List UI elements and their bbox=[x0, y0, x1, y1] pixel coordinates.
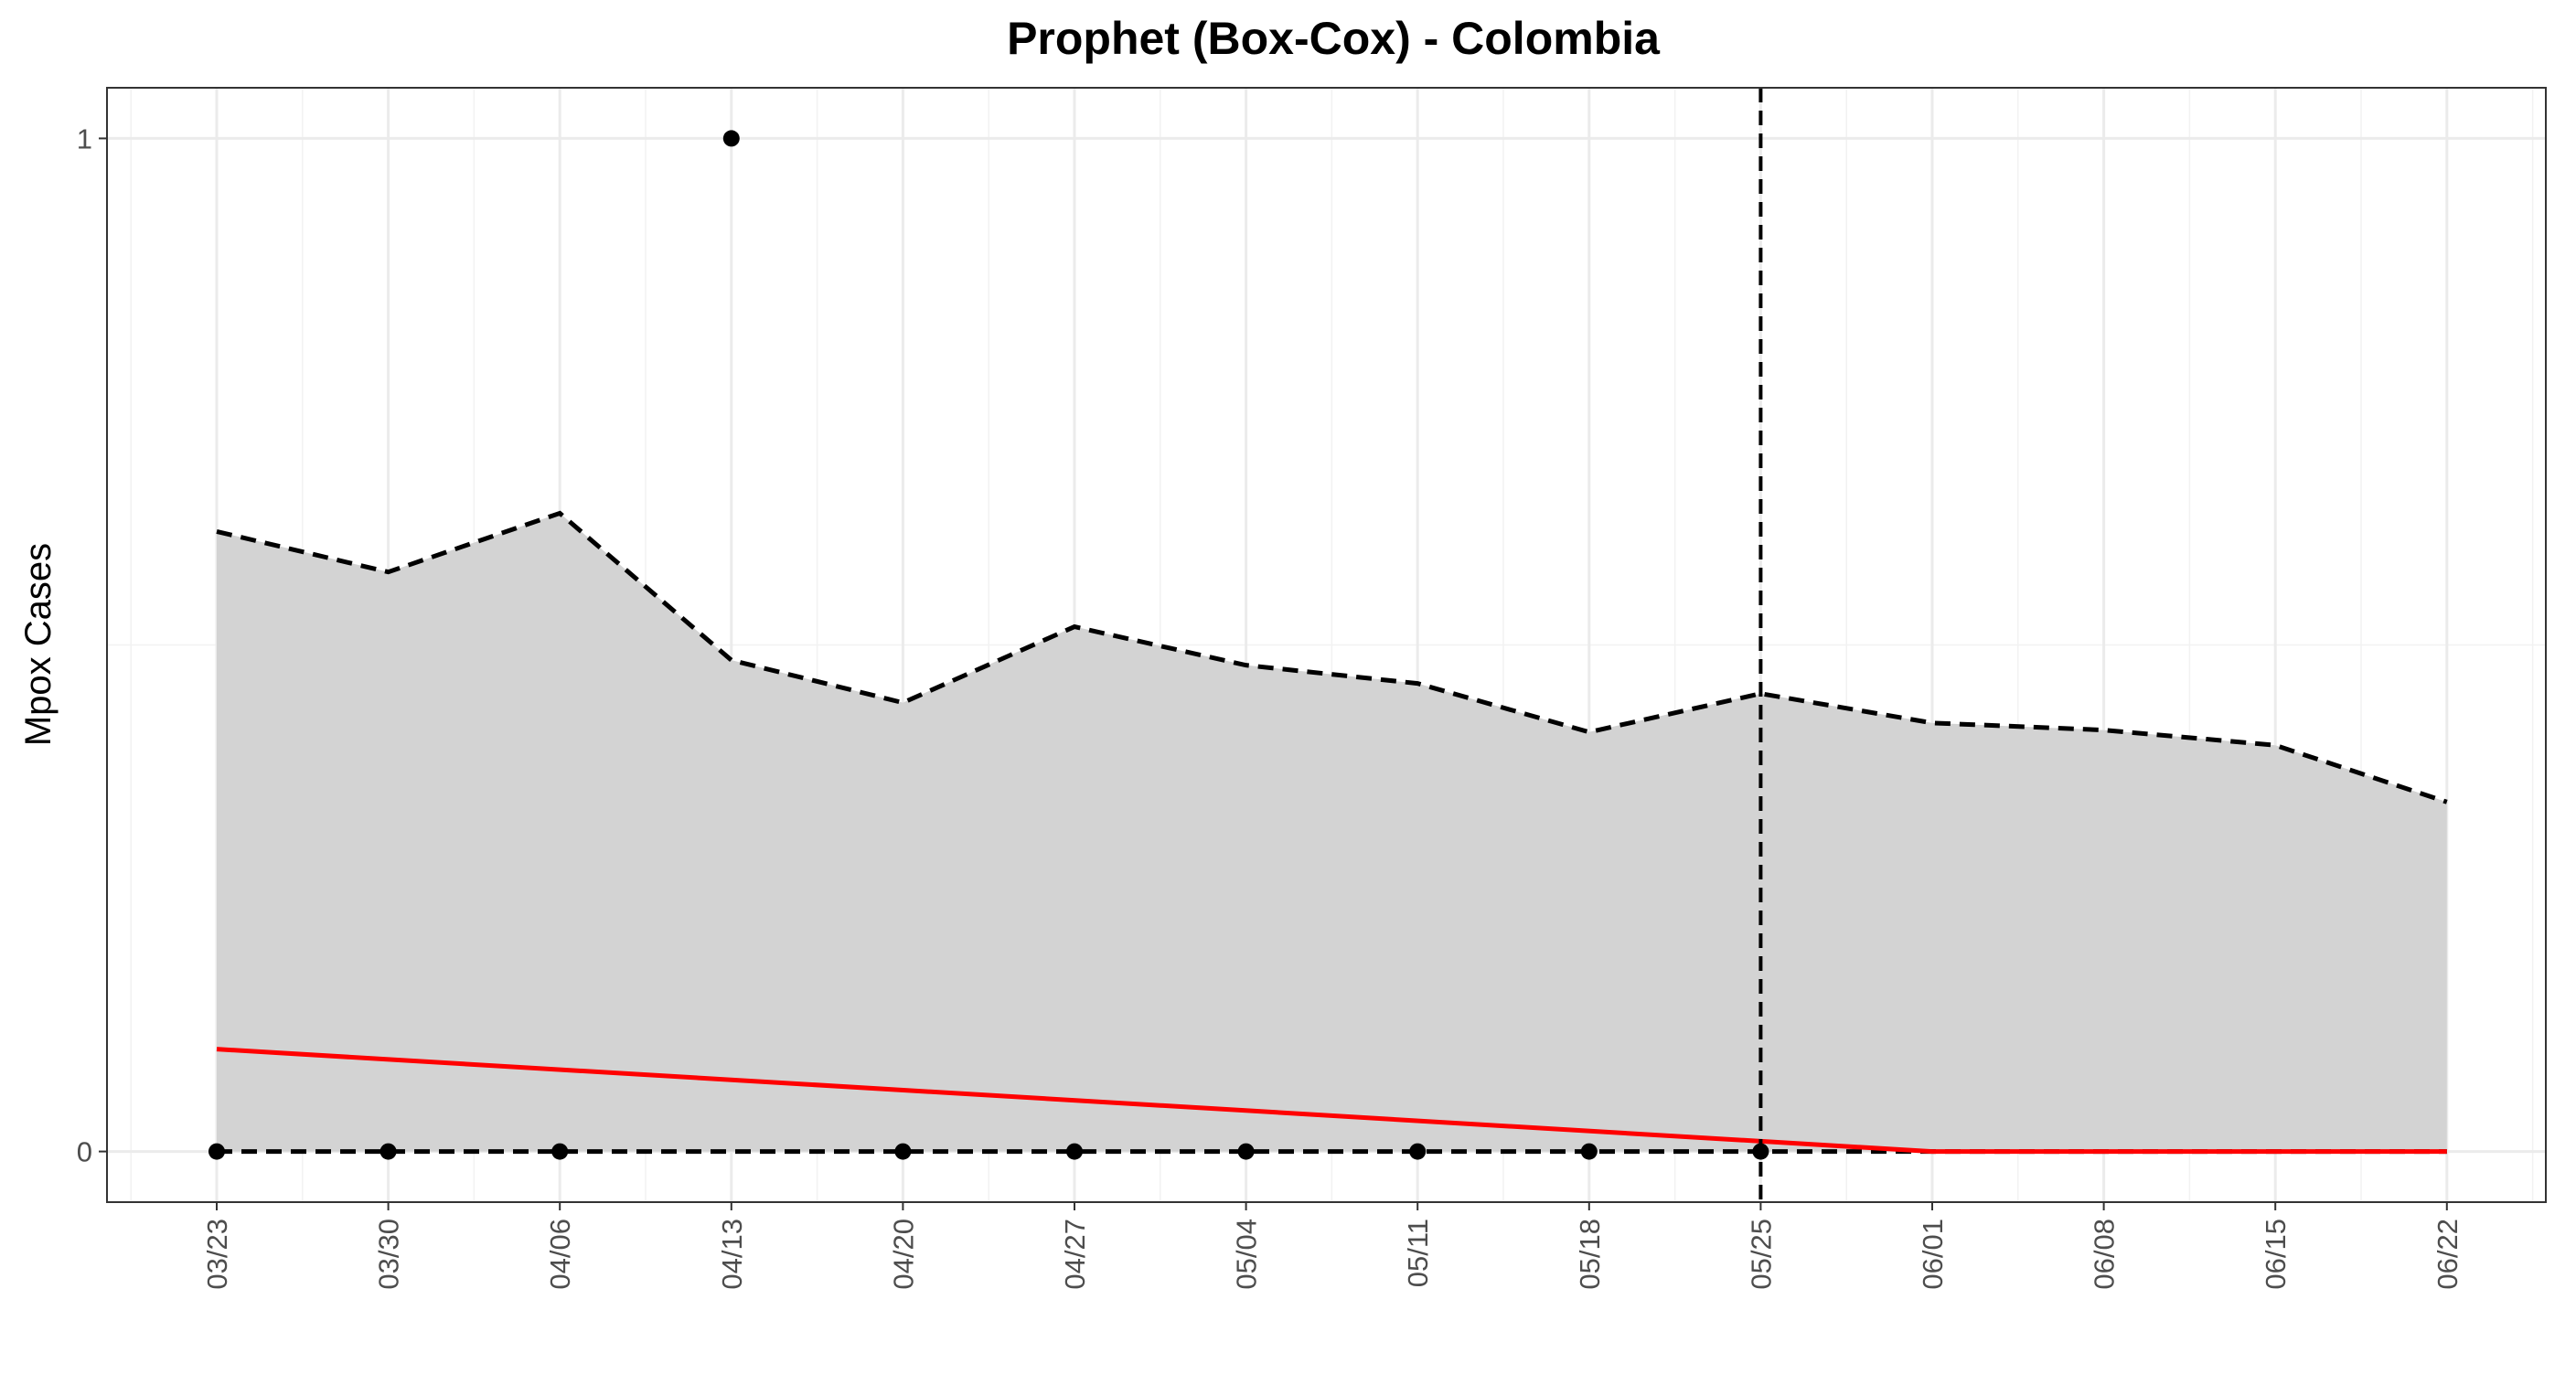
observed-point bbox=[551, 1143, 569, 1160]
x-tick-label: 06/22 bbox=[2432, 1219, 2464, 1290]
x-tick-label: 04/20 bbox=[887, 1219, 919, 1290]
observed-point bbox=[379, 1143, 397, 1160]
x-tick-label: 04/13 bbox=[716, 1219, 748, 1290]
x-tick-label: 03/30 bbox=[373, 1219, 405, 1290]
upper-bound-line bbox=[216, 510, 2448, 804]
x-tick-label: 06/01 bbox=[1917, 1219, 1949, 1290]
forecast-line bbox=[216, 1047, 2447, 1155]
observed-point bbox=[1409, 1143, 1427, 1160]
x-tick-label: 05/04 bbox=[1231, 1219, 1263, 1290]
observed-point bbox=[1237, 1143, 1255, 1160]
chart-title: Prophet (Box-Cox) - Colombia bbox=[1007, 13, 1661, 64]
x-tick-label: 05/18 bbox=[1574, 1219, 1606, 1290]
y-axis-label: Mpox Cases bbox=[18, 543, 59, 746]
y-tick-label: 0 bbox=[77, 1136, 92, 1168]
observed-point bbox=[1066, 1143, 1083, 1160]
x-tick-label: 04/06 bbox=[544, 1219, 576, 1290]
forecast-lines bbox=[216, 88, 2448, 1202]
x-tick-label: 06/15 bbox=[2260, 1219, 2292, 1290]
observed-point bbox=[208, 1143, 225, 1160]
x-tick-label: 03/23 bbox=[201, 1219, 233, 1290]
x-tick-label: 06/08 bbox=[2089, 1219, 2121, 1290]
panel-border bbox=[106, 87, 2547, 1203]
x-tick-label: 05/11 bbox=[1402, 1219, 1434, 1287]
observed-point bbox=[1580, 1143, 1598, 1160]
observed-point bbox=[1752, 1143, 1769, 1160]
x-tick-label: 04/27 bbox=[1059, 1219, 1091, 1290]
observed-point bbox=[894, 1143, 912, 1160]
y-tick-label: 1 bbox=[77, 122, 92, 154]
observed-point bbox=[722, 130, 740, 147]
observed-points bbox=[208, 130, 1769, 1160]
x-tick-label: 05/25 bbox=[1745, 1219, 1777, 1290]
axes: 0 1 03/23 03/30 04/06 04/13 04/20 04/27 05/04 05/… bbox=[77, 87, 2547, 1290]
